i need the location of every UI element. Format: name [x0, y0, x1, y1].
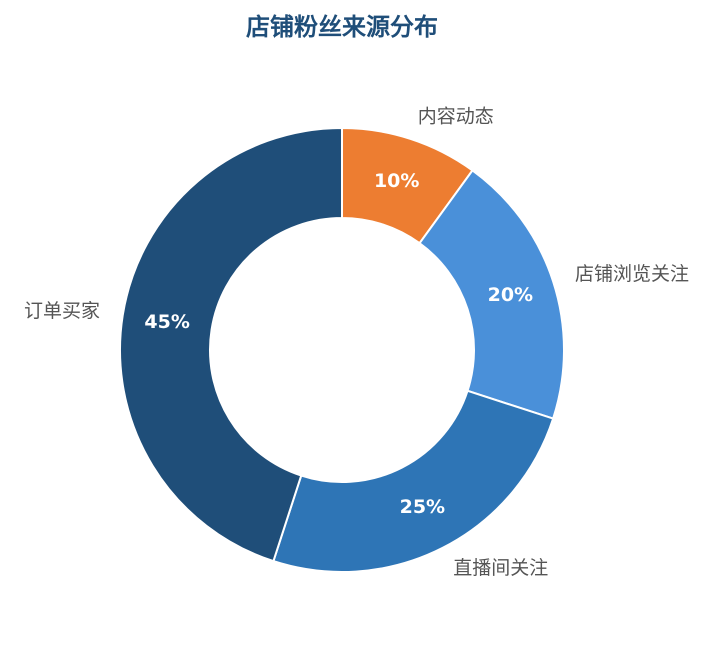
donut-slice: [418, 169, 565, 420]
category-label: 内容动态: [418, 105, 494, 127]
value-label: 10%: [374, 170, 419, 192]
value-label: 45%: [144, 311, 189, 333]
chart-title: 店铺粉丝来源分布: [246, 13, 438, 41]
value-label: 20%: [488, 284, 533, 306]
category-label: 订单买家: [24, 300, 100, 322]
value-label: 25%: [400, 496, 445, 518]
category-label: 店铺浏览关注: [575, 263, 689, 285]
category-label: 直播间关注: [453, 557, 548, 579]
donut-slice: [272, 389, 555, 573]
donut-slice: [119, 126, 343, 563]
